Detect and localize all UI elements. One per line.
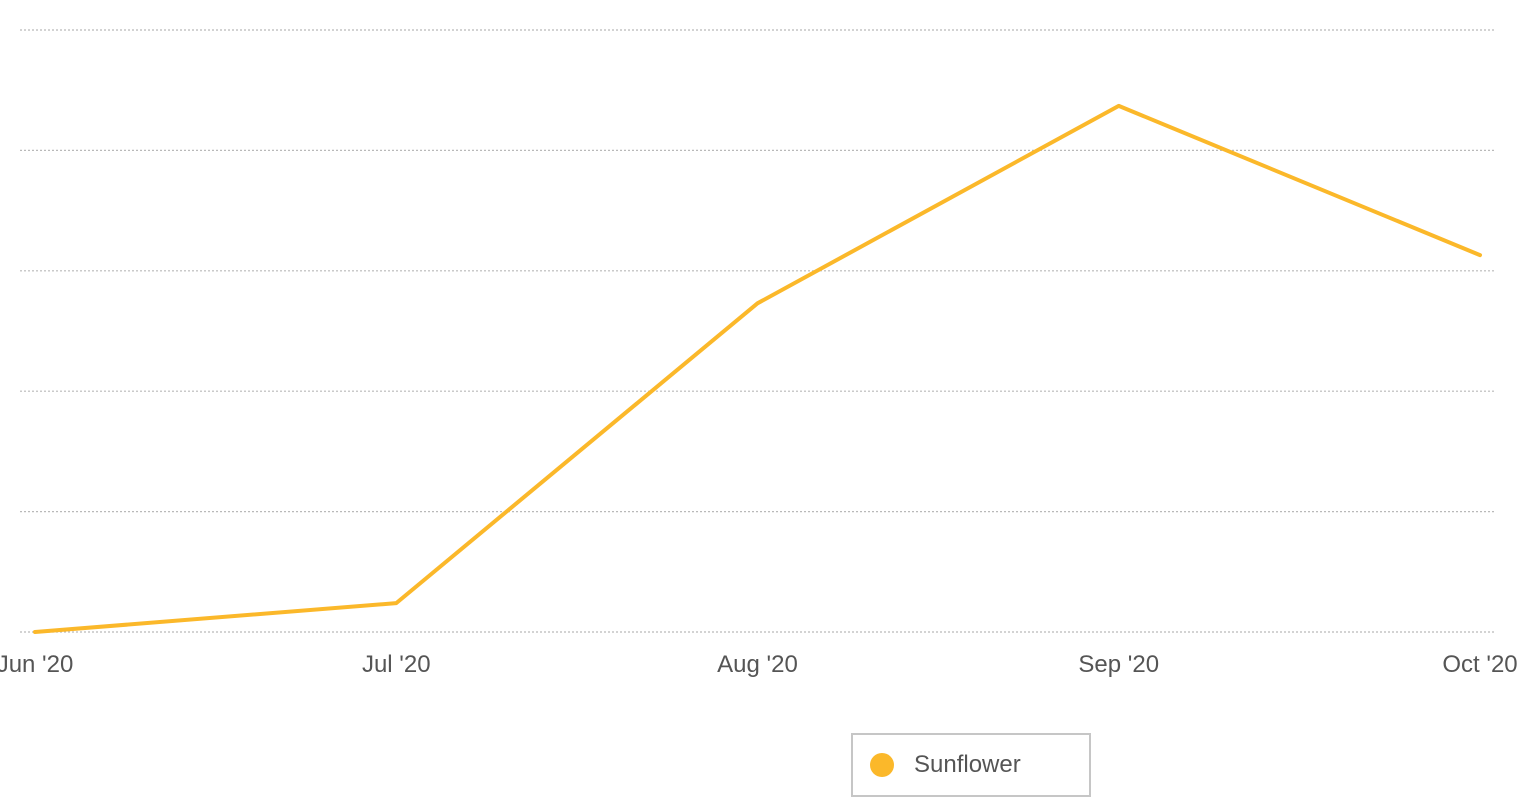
series-lines xyxy=(33,103,1482,634)
legend-swatch-sunflower xyxy=(870,753,894,777)
x-tick-label: Jun '20 xyxy=(0,651,73,678)
x-axis-tick-labels: Jun '20 Jul '20 Aug '20 Sep '20 Oct '20 xyxy=(0,651,1518,678)
x-tick-label: Jul '20 xyxy=(362,651,431,678)
series-line-sunflower xyxy=(33,103,1482,634)
x-tick-label: Oct '20 xyxy=(1442,651,1517,678)
chart-legend: Sunflower xyxy=(851,733,1091,797)
legend-label-sunflower: Sunflower xyxy=(914,751,1021,778)
x-tick-label: Sep '20 xyxy=(1078,651,1159,678)
x-tick-label: Aug '20 xyxy=(717,651,798,678)
grid-lines xyxy=(20,29,1494,633)
